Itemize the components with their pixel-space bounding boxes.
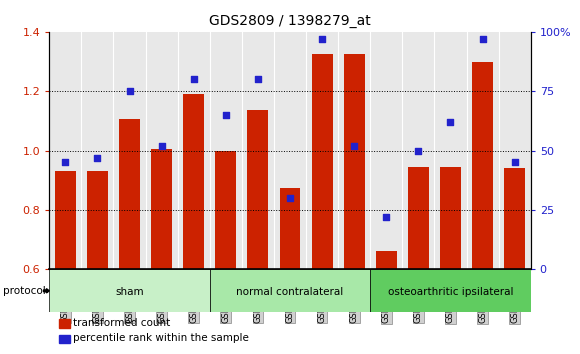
Bar (87, 171, 108, 269)
Point (125, 88, 134, 94)
Point (157, 143, 166, 149)
Bar (408, 167, 429, 269)
Text: GDS2809 / 1398279_at: GDS2809 / 1398279_at (209, 14, 371, 28)
Text: sham: sham (115, 287, 144, 297)
Bar (440, 167, 461, 269)
Text: transformed count: transformed count (73, 318, 171, 328)
Point (317, 36, 327, 42)
Bar (49, 269, 210, 312)
Point (414, 148, 423, 153)
Bar (59, 335, 70, 343)
Point (93, 155, 102, 160)
Point (478, 36, 487, 42)
Point (189, 76, 198, 82)
Bar (55, 171, 76, 269)
Bar (215, 150, 236, 269)
Point (350, 143, 359, 149)
Bar (472, 62, 493, 269)
Point (61, 160, 70, 165)
Bar (59, 319, 70, 328)
Bar (344, 54, 365, 269)
Point (382, 214, 391, 220)
Bar (311, 54, 332, 269)
Text: normal contralateral: normal contralateral (237, 287, 343, 297)
Bar (370, 269, 531, 312)
Bar (504, 169, 525, 269)
Bar (151, 149, 172, 269)
Bar (210, 269, 370, 312)
Point (221, 112, 230, 118)
Point (510, 160, 519, 165)
Point (446, 119, 455, 125)
Text: percentile rank within the sample: percentile rank within the sample (73, 333, 249, 343)
Bar (248, 110, 269, 269)
Bar (183, 94, 204, 269)
Point (253, 76, 263, 82)
Point (285, 195, 295, 201)
Bar (280, 188, 300, 269)
Text: protocol: protocol (3, 286, 46, 296)
Bar (376, 251, 397, 269)
Bar (119, 119, 140, 269)
Text: osteoarthritic ipsilateral: osteoarthritic ipsilateral (387, 287, 513, 297)
